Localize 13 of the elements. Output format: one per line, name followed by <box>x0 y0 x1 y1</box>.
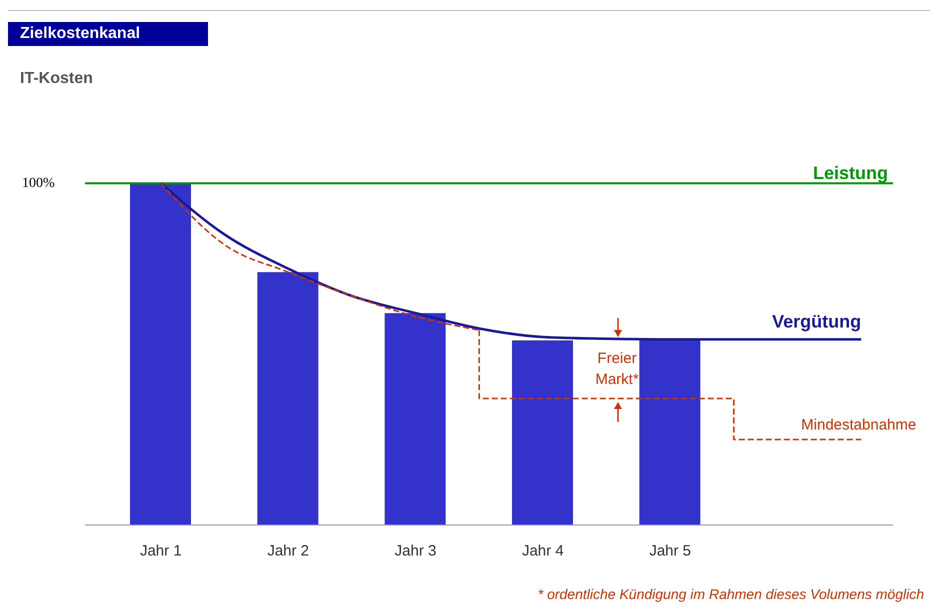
x-tick-label: Jahr 5 <box>649 542 692 560</box>
x-tick-label: Jahr 1 <box>140 542 182 560</box>
x-tick-label: Jahr 2 <box>267 542 310 560</box>
text: * ordentliche Kündigung im Rahmen dieses Volumens möglich <box>538 586 924 602</box>
chart-title: Zielkostenkanal <box>8 22 208 46</box>
x-tick-label: Jahr 4 <box>522 542 564 560</box>
x-tick-label: Jahr 3 <box>394 542 436 560</box>
series-label: Vergütung <box>772 311 862 332</box>
text: 100% <box>22 176 55 192</box>
series-label: Mindestabnahme <box>801 416 916 434</box>
text: IT-Kosten <box>20 70 93 88</box>
annotation: Freier Markt* <box>594 349 640 390</box>
ref-line-label: Leistung <box>813 162 888 183</box>
